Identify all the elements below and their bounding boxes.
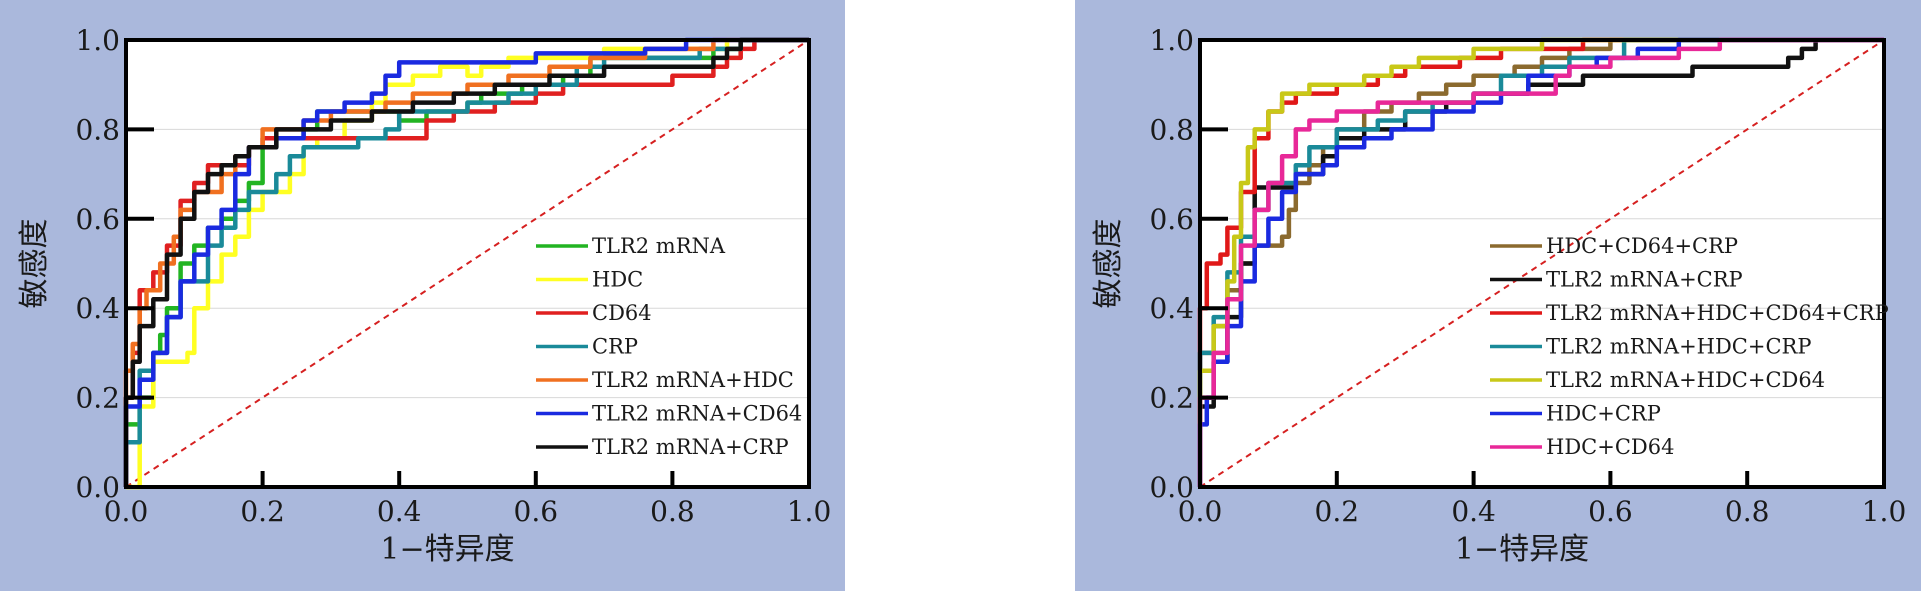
- x-axis-title: 1−特异度: [380, 532, 514, 567]
- legend-label: HDC+CD64: [1546, 435, 1674, 459]
- y-tick-label: 1.0: [1149, 24, 1194, 57]
- x-tick-label: 0.0: [104, 495, 149, 528]
- x-tick-label: 0.4: [1451, 495, 1496, 528]
- legend: HDC+CD64+CRP TLR2 mRNA+CRP TLR2 mRNA+HDC+C…: [1490, 234, 1889, 459]
- y-tick-label: 1.0: [75, 24, 120, 57]
- roc-chart-1: 0.0 0.2 0.4 0.6 0.8 1.0 0.0 0.2 0.4 0.6 0.8 1.0 1−特异…: [17, 24, 831, 567]
- series-line-4: [1197, 37, 1884, 487]
- x-tick-label: 0.4: [377, 495, 422, 528]
- x-tick-label: 1.0: [1862, 495, 1907, 528]
- legend: TLR2 mRNA HDC CD64 CRP TLR2 mRNA+HDC TLR2 mRN…: [536, 234, 802, 459]
- series-line-7: [123, 37, 809, 487]
- x-tick-label: 0.2: [1315, 495, 1360, 528]
- legend-label: TLR2 mRNA: [592, 234, 726, 258]
- legend-label: TLR2 mRNA+HDC+CRP: [1546, 335, 1811, 359]
- legend-label: TLR2 mRNA+HDC+CD64: [1546, 368, 1825, 392]
- x-axis-title: 1−特异度: [1455, 532, 1589, 567]
- legend-label: CRP: [592, 335, 638, 359]
- plot-frame: [1198, 38, 1886, 489]
- legend-label: HDC+CD64+CRP: [1546, 234, 1738, 258]
- x-tick-label: 0.8: [1725, 495, 1770, 528]
- legend-label: TLR2 mRNA+HDC: [592, 368, 794, 392]
- x-tick-label: 0.8: [650, 495, 695, 528]
- x-tick-label: 0.2: [240, 495, 285, 528]
- legend-label: HDC+CRP: [1546, 402, 1661, 426]
- legend-label: TLR2 mRNA+CRP: [592, 435, 789, 459]
- y-axis-title: 敏感度: [17, 219, 52, 309]
- y-tick-label: 0.6: [1149, 203, 1194, 236]
- y-tick-label: 0.0: [75, 471, 120, 504]
- y-tick-label: 0.0: [1149, 471, 1194, 504]
- legend-label: CD64: [592, 301, 652, 325]
- y-tick-label: 0.8: [75, 113, 120, 146]
- y-tick-label: 0.4: [75, 292, 120, 325]
- series-line-3: [123, 37, 809, 487]
- series-line-7: [1197, 37, 1884, 487]
- y-tick-label: 0.6: [75, 203, 120, 236]
- x-tick-label: 0.0: [1178, 495, 1223, 528]
- legend-label: HDC: [592, 268, 643, 292]
- x-tick-label: 0.6: [514, 495, 559, 528]
- y-tick-label: 0.2: [75, 382, 120, 415]
- legend-label: TLR2 mRNA+CRP: [1546, 268, 1743, 292]
- x-tick-label: 1.0: [787, 495, 832, 528]
- y-axis-title: 敏感度: [1091, 219, 1126, 309]
- plot-frame: [124, 38, 811, 489]
- series-line-5: [1197, 37, 1884, 487]
- y-tick-label: 0.2: [1149, 382, 1194, 415]
- legend-label: TLR2 mRNA+HDC+CD64+CRP: [1546, 301, 1889, 325]
- reference-diagonal: [1199, 39, 1885, 488]
- y-tick-label: 0.8: [1149, 113, 1194, 146]
- reference-diagonal: [125, 39, 810, 488]
- legend-label: TLR2 mRNA+CD64: [592, 402, 802, 426]
- roc-chart-2: 0.0 0.2 0.4 0.6 0.8 1.0 0.0 0.2 0.4 0.6 0.8 1.0 1−特异…: [1091, 24, 1906, 567]
- x-tick-label: 0.6: [1588, 495, 1633, 528]
- y-tick-label: 0.4: [1149, 292, 1194, 325]
